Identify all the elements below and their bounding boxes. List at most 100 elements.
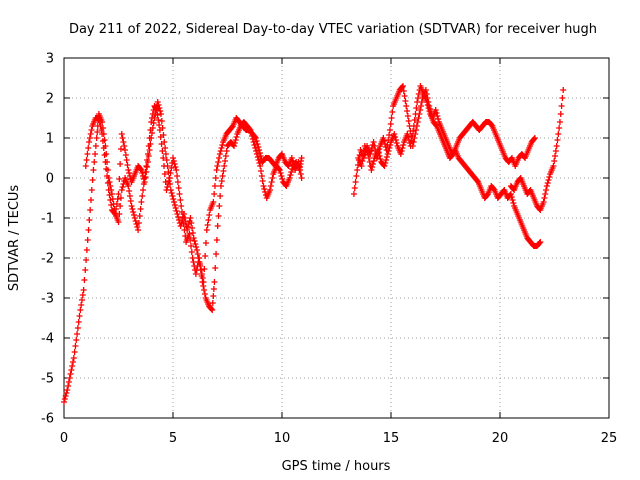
data-point: [392, 137, 399, 143]
data-point: [214, 223, 221, 229]
data-point: [415, 115, 422, 121]
data-point: [398, 148, 405, 154]
data-point: [359, 158, 366, 164]
data-point: [216, 203, 223, 209]
data-point: [161, 139, 168, 145]
data-point: [173, 208, 180, 214]
data-point: [365, 151, 372, 157]
tick-labels: 0 5 10 15 20 25 -6 -5 -4 -3 -2 -1 0 1 2 3: [41, 52, 617, 447]
data-point: [187, 237, 194, 243]
data-point: [167, 181, 174, 187]
data-point: [258, 173, 265, 179]
data-point: [210, 199, 217, 205]
data-point: [81, 277, 88, 283]
data-point: [124, 162, 131, 168]
data-point: [139, 170, 146, 176]
data-point: [540, 199, 547, 205]
data-point: [76, 313, 83, 319]
data-point: [115, 219, 122, 225]
data-point: [143, 169, 150, 175]
data-point: [170, 196, 177, 202]
data-point: [383, 157, 390, 163]
data-point: [537, 239, 544, 245]
data-point: [211, 183, 218, 189]
data-point: [556, 125, 563, 131]
data-point: [385, 148, 392, 154]
data-point: [267, 187, 274, 193]
data-point: [358, 163, 365, 169]
data-point: [122, 147, 129, 153]
data-point: [208, 306, 215, 312]
data-point: [253, 138, 260, 144]
data-point: [221, 163, 228, 169]
data-point: [78, 297, 85, 303]
data-point: [350, 191, 357, 197]
data-point: [366, 159, 373, 165]
data-point: [105, 187, 112, 193]
data-point: [161, 171, 168, 177]
data-point: [360, 153, 367, 159]
data-point: [211, 279, 218, 285]
data-point: [141, 179, 148, 185]
data-point: [353, 173, 360, 179]
data-point: [233, 134, 240, 140]
data-point: [232, 137, 239, 143]
data-point: [160, 132, 167, 138]
data-point: [380, 135, 387, 141]
data-point: [159, 148, 166, 154]
data-point: [132, 218, 139, 224]
data-point: [84, 237, 91, 243]
data-point: [201, 266, 208, 272]
data-point: [184, 227, 191, 233]
data-point: [250, 139, 257, 145]
data-point: [127, 198, 134, 204]
data-point: [256, 150, 263, 156]
data-point: [424, 102, 431, 108]
data-point: [150, 120, 157, 126]
data-point: [556, 119, 563, 125]
data-point: [86, 139, 93, 145]
data-point: [173, 167, 180, 173]
data-point: [192, 271, 199, 277]
data-point: [101, 152, 108, 158]
data-point: [410, 128, 417, 134]
data-point: [82, 163, 89, 169]
data-point: [69, 363, 76, 369]
data-point: [74, 325, 81, 331]
data-point: [117, 161, 124, 167]
data-point: [139, 193, 146, 199]
data-point: [108, 202, 115, 208]
data-point: [435, 116, 442, 122]
data-point: [252, 145, 259, 151]
data-point: [74, 331, 81, 337]
data-point: [165, 169, 172, 175]
data-point: [557, 111, 564, 117]
data-point: [425, 105, 432, 111]
data-point: [92, 151, 99, 157]
data-point: [163, 157, 170, 163]
data-point: [412, 111, 419, 117]
data-point: [138, 199, 145, 205]
data-point: [203, 227, 210, 233]
data-point: [253, 151, 260, 157]
data-point: [159, 125, 166, 131]
data-point: [99, 138, 106, 144]
data-point: [75, 319, 82, 325]
data-point: [413, 127, 420, 133]
data-point: [405, 118, 412, 124]
data-point: [434, 113, 441, 119]
data-point: [219, 173, 226, 179]
data-point: [189, 255, 196, 261]
data-point: [83, 157, 90, 163]
data-point: [131, 215, 138, 221]
data-point: [542, 191, 549, 197]
data-point: [197, 263, 204, 269]
data-point: [408, 138, 415, 144]
data-point: [286, 175, 293, 181]
data-point: [409, 133, 416, 139]
data-point: [99, 131, 106, 137]
data-point: [216, 151, 223, 157]
data-point: [210, 293, 217, 299]
data-point: [82, 267, 89, 273]
data-point: [510, 200, 517, 206]
